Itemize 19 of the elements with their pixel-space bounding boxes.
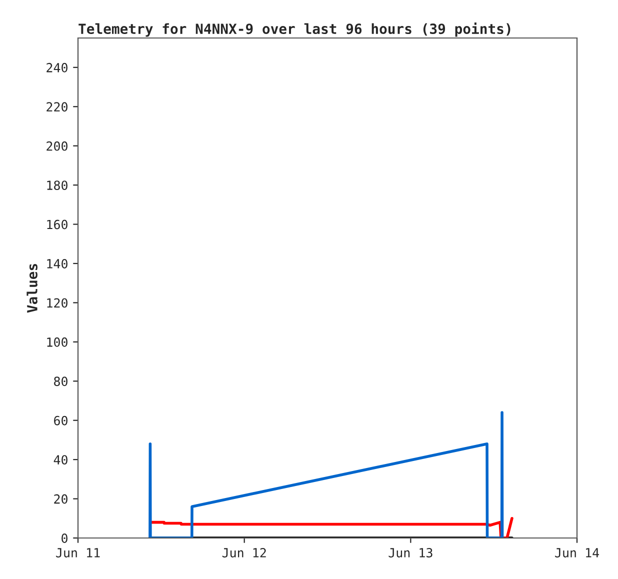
y-tick-label: 220	[46, 102, 68, 112]
y-tick-label: 60	[54, 416, 68, 426]
y-tick-label: 20	[54, 494, 68, 504]
x-tick-label: Jun 11	[56, 548, 100, 558]
y-tick-label: 100	[47, 337, 68, 347]
chart-title: Telemetry for N4NNX-9 over last 96 hours (39 points)	[78, 22, 510, 37]
x-tick-label: Jun 12	[222, 548, 266, 558]
y-tick-label: 180	[47, 180, 68, 190]
y-axis-title: Values	[26, 264, 38, 313]
y-tick-label: 120	[47, 298, 68, 308]
y-tick-label: 240	[46, 62, 68, 72]
x-tick-label: Jun 13	[388, 548, 432, 558]
y-tick-label: 40	[54, 455, 68, 465]
y-tick-label: 140	[47, 258, 68, 268]
y-tick-label: 200	[46, 141, 68, 151]
y-tick-label: 160	[47, 220, 68, 230]
y-tick-label: 80	[54, 376, 68, 386]
x-tick-label: Jun 14	[555, 548, 599, 558]
y-tick-label: 0	[62, 534, 68, 543]
